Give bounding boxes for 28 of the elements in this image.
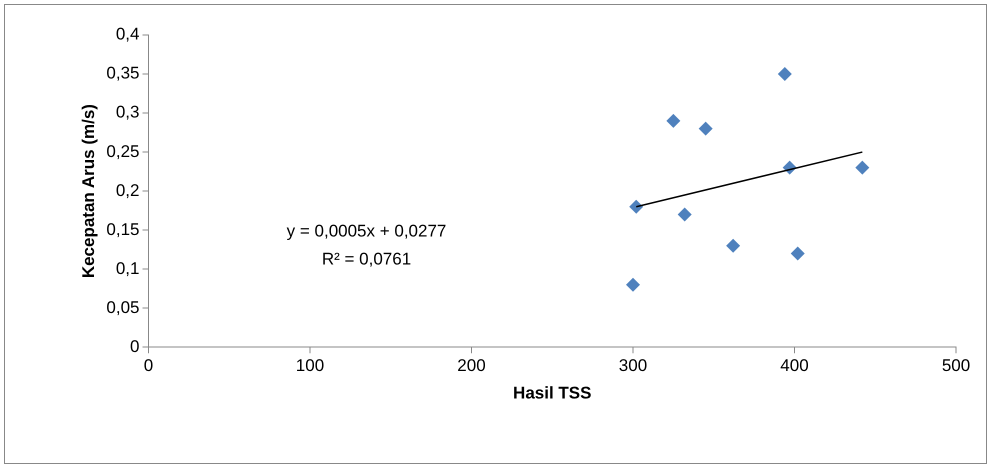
- y-tick-label: 0,1: [116, 258, 140, 278]
- point: [629, 200, 644, 214]
- y-axis-title: Kecepatan Arus (m/s): [78, 104, 98, 278]
- point: [790, 246, 805, 261]
- point: [726, 238, 740, 253]
- annotation: R² = 0,0761: [322, 249, 412, 268]
- x-tick-label: 500: [942, 356, 970, 376]
- y-tick-label: 0,3: [116, 102, 140, 122]
- y-tick-label: 0: [130, 336, 140, 356]
- point: [666, 114, 680, 128]
- x-tick-label: 200: [457, 356, 486, 376]
- y-tick-label: 0,2: [116, 180, 140, 200]
- point: [678, 208, 692, 222]
- x-tick-label: 100: [296, 356, 324, 376]
- y-tick-label: 0,25: [106, 142, 140, 161]
- x-tick-label: 300: [618, 356, 648, 376]
- annotation: y = 0,0005x + 0,0277: [286, 221, 446, 240]
- y-tick-label: 0,15: [106, 220, 140, 239]
- point: [778, 67, 792, 82]
- y-tick-label: 0,35: [106, 64, 140, 83]
- x-axis-title: Hasil TSS: [513, 383, 592, 402]
- x-tick-label: 400: [780, 356, 809, 376]
- x-tick-label: 0: [144, 356, 154, 376]
- point: [855, 160, 870, 175]
- y-tick-label: 0,4: [116, 24, 140, 44]
- y-tick-label: 0,05: [106, 298, 140, 317]
- point: [626, 278, 640, 292]
- point: [698, 122, 713, 136]
